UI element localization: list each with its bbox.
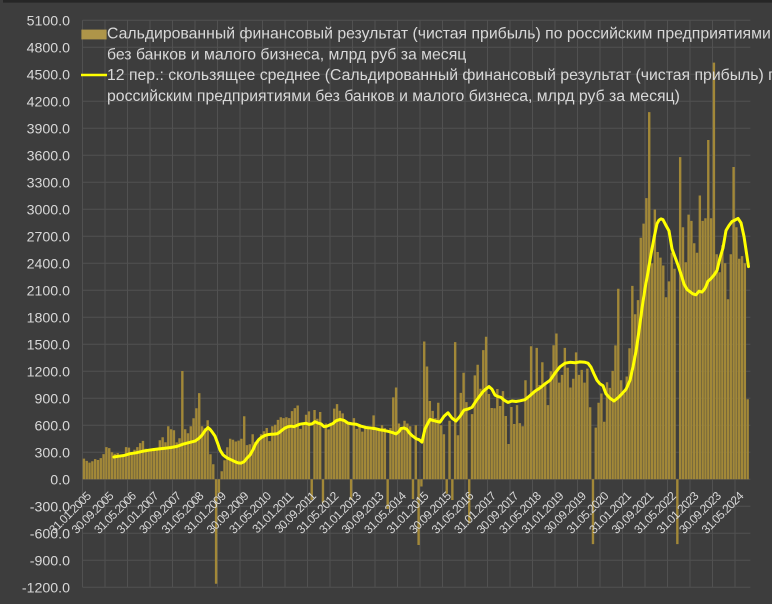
svg-text:3000.0: 3000.0: [27, 203, 71, 219]
svg-text:300.0: 300.0: [34, 446, 70, 462]
svg-text:2700.0: 2700.0: [27, 230, 71, 246]
svg-text:-600.0: -600.0: [30, 527, 70, 543]
svg-text:3600.0: 3600.0: [27, 149, 71, 165]
svg-text:4800.0: 4800.0: [27, 41, 71, 57]
svg-text:российским предприятиями без б: российским предприятиями без банков и ма…: [107, 88, 680, 105]
svg-text:Сальдированный финансовый резу: Сальдированный финансовый результат (чис…: [107, 26, 771, 43]
svg-text:4200.0: 4200.0: [27, 95, 71, 111]
svg-text:1800.0: 1800.0: [27, 311, 71, 327]
svg-text:900.0: 900.0: [34, 392, 70, 408]
svg-text:4500.0: 4500.0: [27, 68, 71, 84]
svg-text:1200.0: 1200.0: [27, 365, 71, 381]
svg-text:2400.0: 2400.0: [27, 257, 71, 273]
svg-text:1500.0: 1500.0: [27, 338, 71, 354]
svg-text:2100.0: 2100.0: [27, 284, 71, 300]
svg-text:без банков и малого бизнеса, м: без банков и малого бизнеса, млрд руб за…: [107, 46, 466, 63]
svg-text:3900.0: 3900.0: [27, 122, 71, 138]
svg-text:-1200.0: -1200.0: [22, 581, 70, 597]
svg-text:3300.0: 3300.0: [27, 176, 71, 192]
svg-text:-300.0: -300.0: [30, 500, 70, 516]
svg-text:-900.0: -900.0: [30, 554, 70, 570]
svg-text:5100.0: 5100.0: [27, 14, 71, 30]
svg-text:600.0: 600.0: [34, 419, 70, 435]
svg-text:12 пер.: скользящее среднее (С: 12 пер.: скользящее среднее (Сальдирован…: [107, 67, 772, 84]
svg-text:0.0: 0.0: [50, 473, 70, 489]
